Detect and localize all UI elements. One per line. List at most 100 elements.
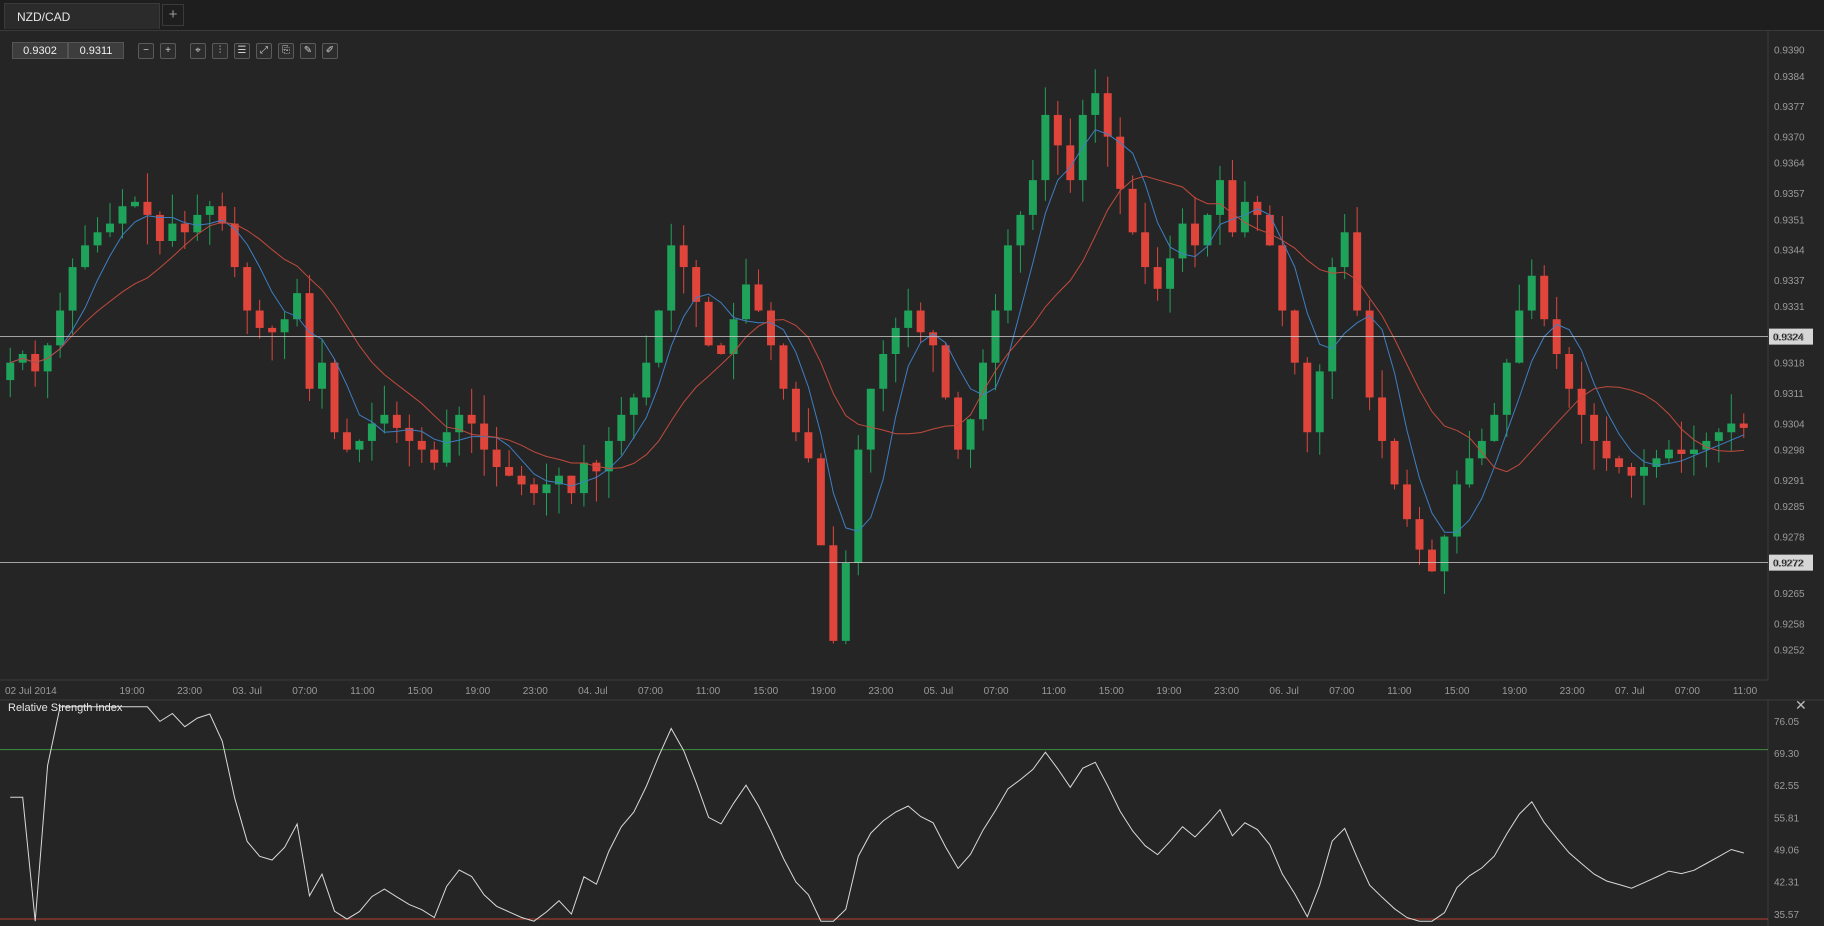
add-tab-button[interactable]: +	[162, 4, 184, 26]
y-tick-label: 0.9390	[1774, 46, 1805, 57]
candle-body	[1403, 484, 1412, 520]
candle-body	[1003, 245, 1012, 311]
candle-body	[268, 327, 277, 333]
candle-body	[679, 245, 688, 268]
y-tick-label: 0.9377	[1774, 102, 1805, 113]
bid-price[interactable]: 0.9302	[12, 42, 68, 59]
rsi-tick-label: 35.57	[1774, 910, 1799, 921]
candle-body	[430, 449, 439, 463]
candle-body	[991, 310, 1000, 363]
candle-body	[1714, 432, 1723, 441]
candle-body	[1577, 388, 1586, 415]
candle-body	[392, 414, 401, 428]
x-tick-label: 15:00	[1099, 686, 1124, 697]
y-tick-label: 0.9298	[1774, 446, 1805, 457]
candle-body	[467, 414, 476, 424]
candle-body	[31, 354, 40, 372]
y-tick-label: 0.9357	[1774, 189, 1805, 200]
ask-price[interactable]: 0.9311	[68, 42, 124, 59]
y-axis-ticks: 0.9390 0.9384 0.9377 0.9370 0.9364 0.9357 0.93…	[1774, 46, 1805, 657]
candle-body	[1540, 275, 1549, 320]
candle-body	[904, 310, 913, 328]
candle-body	[1053, 114, 1062, 146]
x-tick-label: 19:00	[465, 686, 490, 697]
x-tick-label: 23:00	[177, 686, 202, 697]
candle-body	[405, 427, 414, 441]
candle-body	[18, 354, 27, 363]
horizontal-line-tag	[1769, 554, 1813, 571]
candle-body	[1066, 145, 1075, 181]
candle-body	[829, 545, 838, 641]
candle-body	[455, 414, 464, 433]
candle-body	[1178, 223, 1187, 259]
candle-body	[517, 475, 526, 485]
candle-body	[1290, 310, 1299, 363]
x-tick-label: 11:00	[1387, 686, 1412, 697]
candle-body	[1353, 232, 1362, 311]
rsi-tick-label: 62.55	[1774, 781, 1799, 792]
candle-body	[667, 245, 676, 311]
candle-body	[579, 462, 588, 494]
ma-slow-line	[10, 175, 1744, 473]
candle-body	[729, 319, 738, 354]
candle-body	[1091, 93, 1100, 115]
x-tick-label: 07:00	[1675, 686, 1700, 697]
candle-body	[230, 223, 239, 268]
candle-body	[6, 362, 15, 381]
pen-icon[interactable]: ✐	[322, 43, 338, 59]
candle-body	[1465, 458, 1474, 485]
candle-body	[1440, 536, 1449, 572]
candle-body	[81, 245, 90, 268]
screenshot-icon[interactable]: ⎘	[278, 43, 294, 59]
candle-body	[629, 397, 638, 415]
crosshair-icon[interactable]: ⌖	[190, 43, 206, 59]
x-tick-label: 04. Jul	[578, 686, 607, 697]
candle-body	[854, 449, 863, 563]
y-tick-label: 0.9344	[1774, 246, 1805, 257]
candle-body	[642, 362, 651, 398]
x-tick-label: 23:00	[868, 686, 893, 697]
zoom-in-icon[interactable]: +	[160, 43, 176, 59]
candle-body	[1153, 267, 1162, 289]
candle-body	[879, 354, 888, 389]
y-tick-label: 0.9311	[1774, 389, 1804, 400]
candle-body	[93, 232, 102, 246]
fit-icon[interactable]: ⤢	[256, 43, 272, 59]
draw-icon[interactable]: ✎	[300, 43, 316, 59]
candle-body	[1240, 201, 1249, 233]
candle-body	[330, 362, 339, 433]
moving-averages	[10, 129, 1744, 533]
y-tick-label: 0.9337	[1774, 276, 1805, 287]
close-icon[interactable]: ✕	[1795, 697, 1807, 713]
chart-type-icon[interactable]: ⫶	[212, 43, 228, 59]
rsi-tick-label: 69.30	[1774, 749, 1799, 760]
candle-body	[168, 223, 177, 241]
candle-body	[1627, 467, 1636, 476]
candle-body	[891, 327, 900, 354]
rsi-tick-label: 76.05	[1774, 717, 1799, 728]
candle-body	[1552, 319, 1561, 354]
x-tick-label: 07. Jul	[1615, 686, 1644, 697]
rsi-line	[10, 706, 1744, 922]
candle-body	[604, 440, 613, 472]
candle-body	[280, 319, 289, 333]
y-tick-label: 0.9258	[1774, 619, 1805, 630]
candle-body	[193, 214, 202, 233]
candle-body	[1128, 188, 1137, 233]
candle-body	[1702, 440, 1711, 450]
candle-body	[1328, 267, 1337, 372]
candle-body	[1265, 214, 1274, 246]
candle-body	[68, 267, 77, 311]
candle-body	[1116, 136, 1125, 189]
candle-body	[155, 214, 164, 241]
candle-body	[1652, 458, 1661, 468]
tab-nzdcad[interactable]: NZD/CAD	[4, 3, 160, 29]
y-tick-label: 0.9384	[1774, 72, 1805, 83]
candle-body	[380, 414, 389, 424]
indicators-icon[interactable]: ☰	[234, 43, 250, 59]
zoom-out-icon[interactable]: −	[138, 43, 154, 59]
candle-body	[1016, 214, 1025, 246]
candle-body	[1727, 423, 1736, 433]
candle-body	[355, 440, 364, 450]
